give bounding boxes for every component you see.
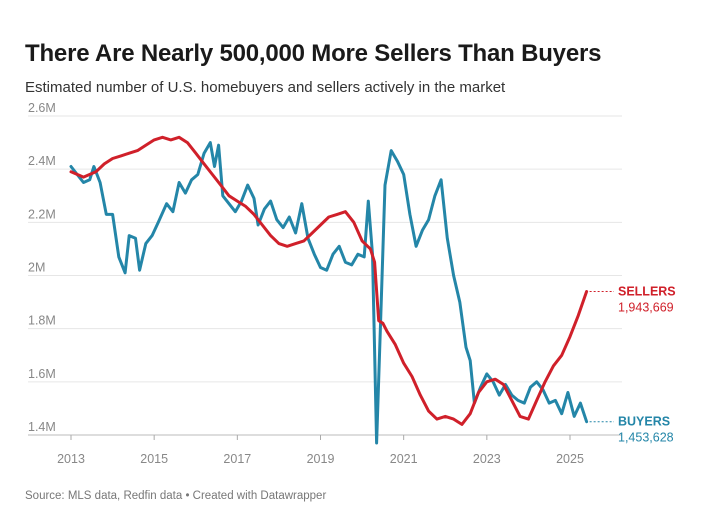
buyers-value-label: 1,453,628 bbox=[618, 431, 674, 445]
x-tick-label: 2021 bbox=[390, 452, 418, 466]
y-tick-label: 2.6M bbox=[28, 101, 56, 115]
y-tick-label: 1.8M bbox=[28, 314, 56, 328]
sellers-value-label: 1,943,669 bbox=[618, 300, 674, 314]
x-tick-label: 2015 bbox=[140, 452, 168, 466]
x-tick-label: 2017 bbox=[223, 452, 251, 466]
y-axis-ticks: 2.6M 2.4M 2.2M 2M 1.8M 1.6M 1.4M bbox=[28, 101, 56, 434]
chart-title: There Are Nearly 500,000 More Sellers Th… bbox=[25, 40, 602, 67]
chart-subtitle: Estimated number of U.S. homebuyers and … bbox=[25, 79, 506, 96]
x-tick-label: 2013 bbox=[57, 452, 85, 466]
y-tick-label: 2M bbox=[28, 261, 45, 275]
x-tick-label: 2025 bbox=[556, 452, 584, 466]
series-end-labels: SELLERS 1,943,669 BUYERS 1,453,628 bbox=[589, 284, 676, 445]
series-lines bbox=[69, 135, 589, 445]
x-axis-ticks: 2013 2015 2017 2019 2021 2023 2025 bbox=[57, 435, 584, 466]
buyers-label: BUYERS bbox=[618, 415, 670, 429]
x-tick-label: 2023 bbox=[473, 452, 501, 466]
buyers-line bbox=[69, 141, 589, 445]
y-tick-label: 1.4M bbox=[28, 420, 56, 434]
y-tick-label: 2.4M bbox=[28, 154, 56, 168]
gridlines bbox=[28, 115, 622, 436]
x-tick-label: 2019 bbox=[307, 452, 335, 466]
source-footer: Source: MLS data, Redfin data • Created … bbox=[25, 490, 327, 502]
sellers-line bbox=[69, 135, 589, 426]
sellers-label: SELLERS bbox=[618, 284, 676, 298]
y-tick-label: 2.2M bbox=[28, 207, 56, 221]
y-tick-label: 1.6M bbox=[28, 367, 56, 381]
